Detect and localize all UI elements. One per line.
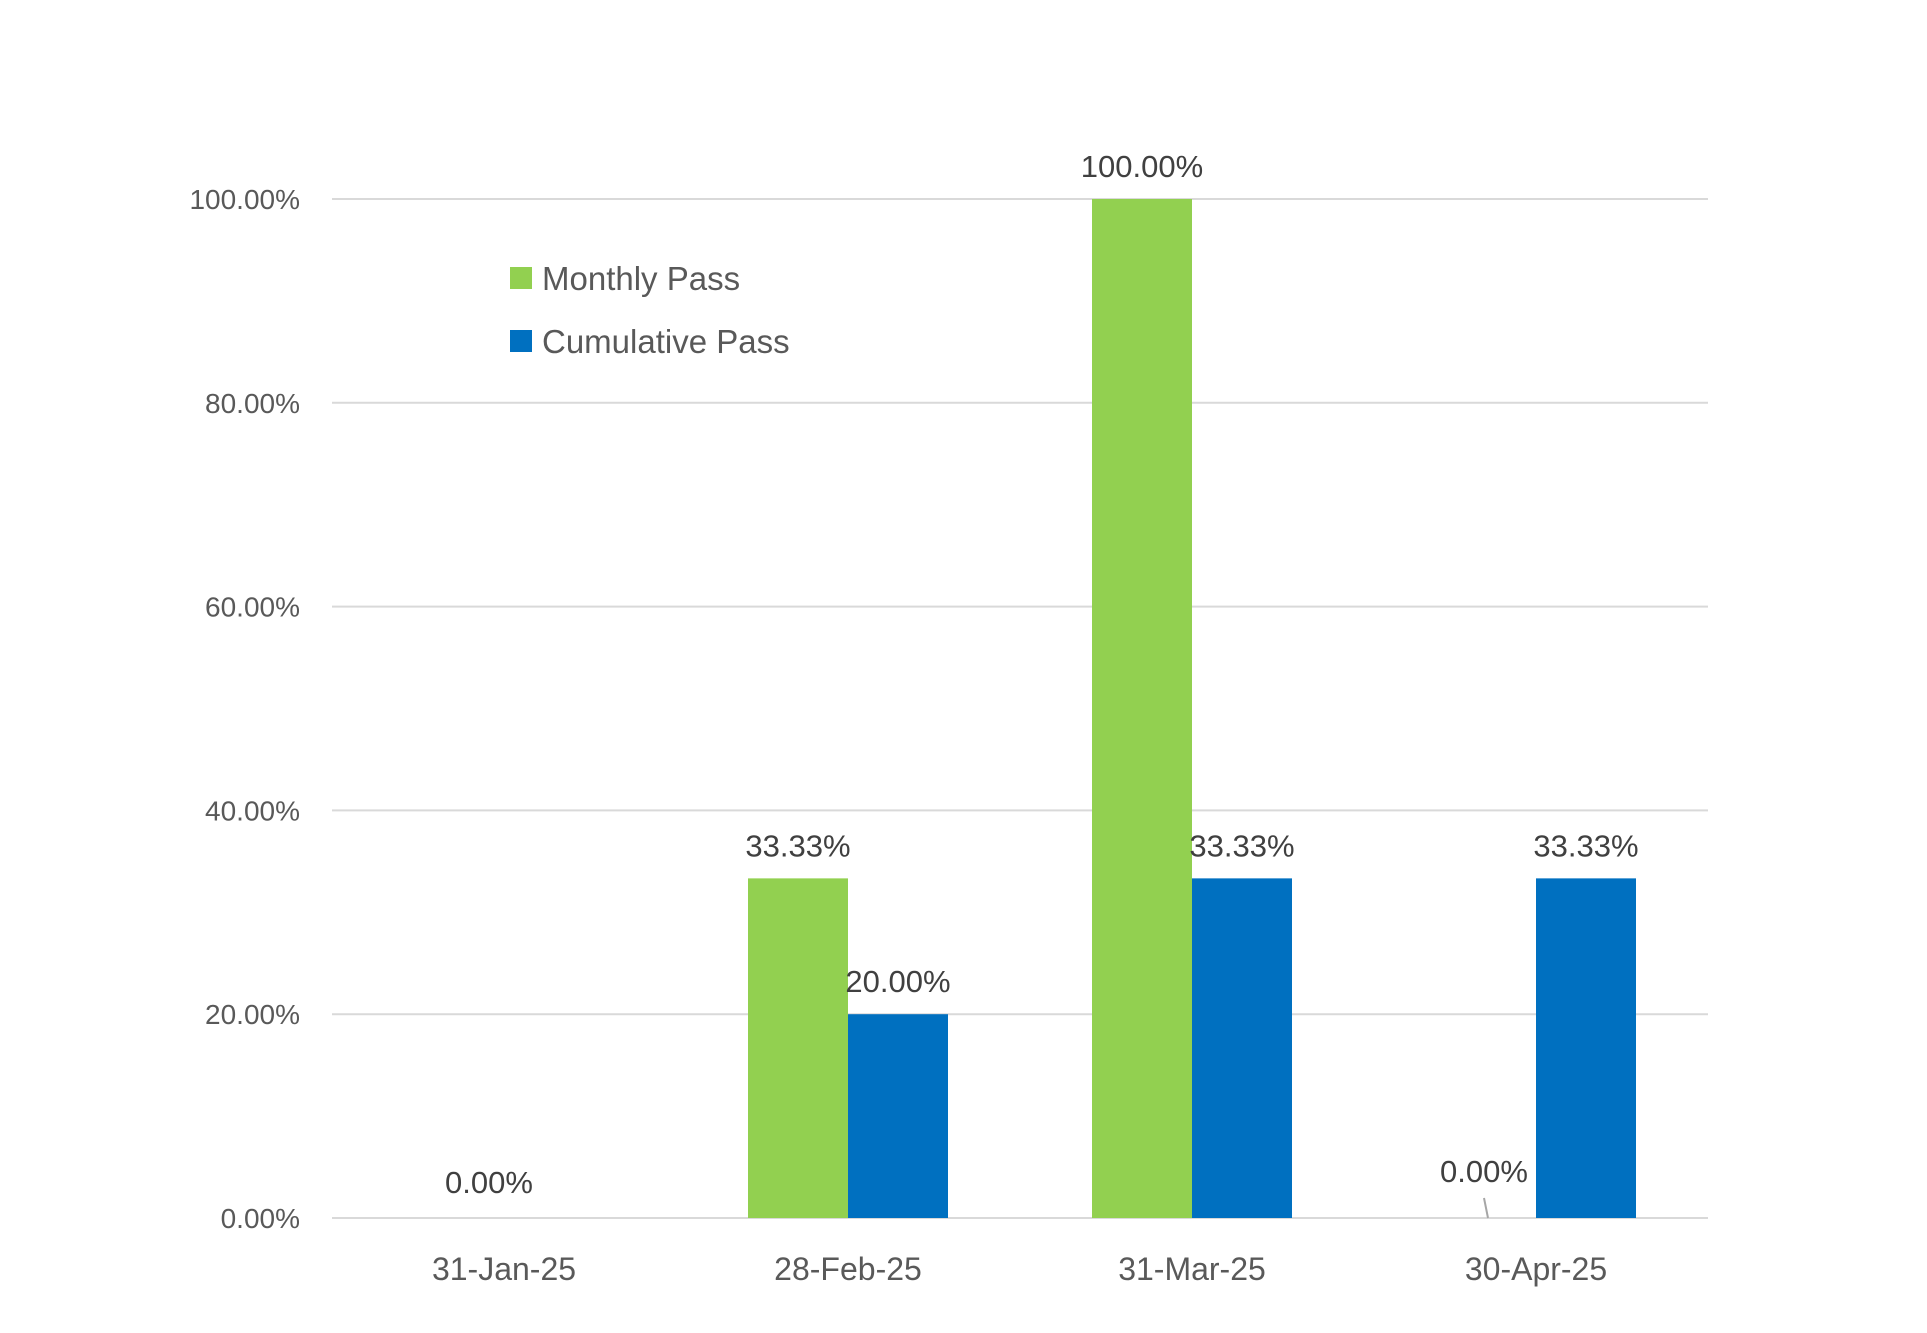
data-label: 100.00% [1081,149,1203,184]
x-category-label: 31-Jan-25 [432,1251,576,1287]
y-axis-tick-labels: 0.00% 20.00% 40.00% 60.00% 80.00% 100.00% [189,184,300,1234]
x-category-label: 31-Mar-25 [1118,1251,1266,1287]
data-label: 33.33% [1533,828,1638,863]
x-axis-category-labels: 31-Jan-25 28-Feb-25 31-Mar-25 30-Apr-25 [432,1251,1607,1287]
bar-cumulative-pass [1192,878,1292,1218]
legend-label-cumulative-pass: Cumulative Pass [542,323,790,360]
y-tick-label: 60.00% [205,592,300,623]
legend: Monthly Pass Cumulative Pass [510,260,790,360]
y-tick-label: 40.00% [205,795,300,826]
bar-cumulative-pass [1536,878,1636,1218]
data-label: 33.33% [745,828,850,863]
y-tick-label: 100.00% [189,184,300,215]
data-label-leader-line [1483,1197,1489,1219]
data-label: 33.33% [1189,828,1294,863]
data-label: 20.00% [845,964,950,999]
bar-cumulative-pass [848,1014,948,1218]
data-labels: 0.00% 33.33% 100.00% 0.00% 20.00% 33.33% 33.33… [445,149,1639,1219]
bar-monthly-pass [748,878,848,1218]
y-tick-label: 80.00% [205,388,300,419]
y-tick-label: 20.00% [205,999,300,1030]
bars [748,199,1636,1218]
gridlines [332,198,1708,1219]
data-label: 0.00% [445,1165,533,1200]
y-tick-label: 0.00% [221,1203,300,1234]
legend-swatch-cumulative-pass [510,330,532,352]
x-category-label: 30-Apr-25 [1465,1251,1607,1287]
bar-monthly-pass [1092,199,1192,1218]
legend-swatch-monthly-pass [510,267,532,289]
data-label: 0.00% [1440,1154,1528,1189]
x-category-label: 28-Feb-25 [774,1251,922,1287]
legend-label-monthly-pass: Monthly Pass [542,260,740,297]
